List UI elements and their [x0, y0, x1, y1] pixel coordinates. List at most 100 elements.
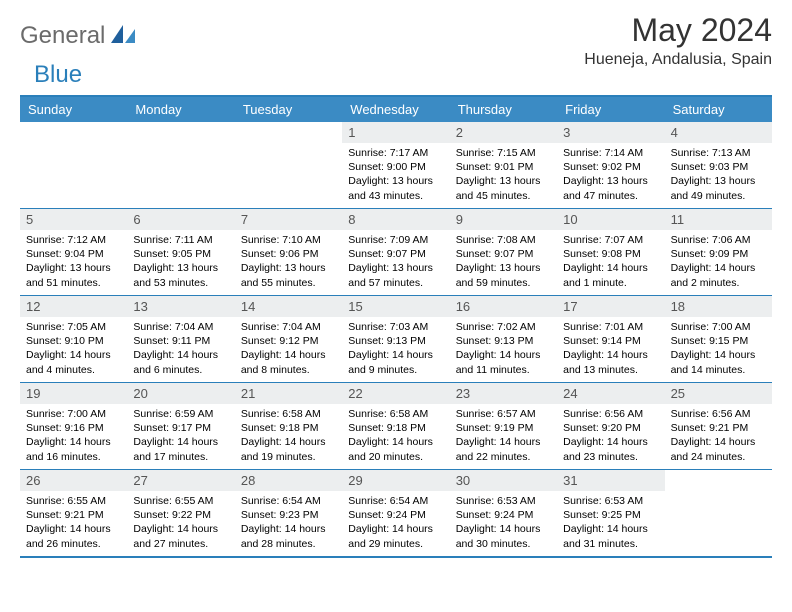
weekday-label: Monday: [127, 97, 234, 122]
calendar-cell: 19Sunrise: 7:00 AMSunset: 9:16 PMDayligh…: [20, 383, 127, 469]
calendar-cell: .: [127, 122, 234, 208]
date-number: 5: [20, 209, 127, 230]
logo-text-blue: Blue: [34, 61, 82, 89]
date-number: 17: [557, 296, 664, 317]
logo-text-general: General: [20, 22, 105, 50]
calendar-cell: 30Sunrise: 6:53 AMSunset: 9:24 PMDayligh…: [450, 470, 557, 556]
calendar-cell: 29Sunrise: 6:54 AMSunset: 9:24 PMDayligh…: [342, 470, 449, 556]
cell-body: Sunrise: 7:12 AMSunset: 9:04 PMDaylight:…: [20, 230, 127, 295]
weekday-header: SundayMondayTuesdayWednesdayThursdayFrid…: [20, 97, 772, 122]
calendar-cell: 20Sunrise: 6:59 AMSunset: 9:17 PMDayligh…: [127, 383, 234, 469]
cell-body: Sunrise: 7:07 AMSunset: 9:08 PMDaylight:…: [557, 230, 664, 295]
logo: General: [20, 12, 139, 50]
cell-body: Sunrise: 7:14 AMSunset: 9:02 PMDaylight:…: [557, 143, 664, 208]
calendar-cell: .: [235, 122, 342, 208]
date-number: 6: [127, 209, 234, 230]
date-number: 7: [235, 209, 342, 230]
calendar-week: 12Sunrise: 7:05 AMSunset: 9:10 PMDayligh…: [20, 295, 772, 382]
date-number: 20: [127, 383, 234, 404]
calendar-cell: 4Sunrise: 7:13 AMSunset: 9:03 PMDaylight…: [665, 122, 772, 208]
calendar-cell: .: [665, 470, 772, 556]
calendar-cell: 27Sunrise: 6:55 AMSunset: 9:22 PMDayligh…: [127, 470, 234, 556]
cell-body: Sunrise: 7:01 AMSunset: 9:14 PMDaylight:…: [557, 317, 664, 382]
date-number: 30: [450, 470, 557, 491]
weekday-label: Sunday: [20, 97, 127, 122]
calendar-cell: 28Sunrise: 6:54 AMSunset: 9:23 PMDayligh…: [235, 470, 342, 556]
location-text: Hueneja, Andalusia, Spain: [584, 51, 772, 69]
cell-body: Sunrise: 6:54 AMSunset: 9:23 PMDaylight:…: [235, 491, 342, 556]
calendar-cell: 31Sunrise: 6:53 AMSunset: 9:25 PMDayligh…: [557, 470, 664, 556]
cell-body: Sunrise: 7:08 AMSunset: 9:07 PMDaylight:…: [450, 230, 557, 295]
calendar-cell: 17Sunrise: 7:01 AMSunset: 9:14 PMDayligh…: [557, 296, 664, 382]
calendar-cell: 13Sunrise: 7:04 AMSunset: 9:11 PMDayligh…: [127, 296, 234, 382]
cell-body: Sunrise: 7:04 AMSunset: 9:11 PMDaylight:…: [127, 317, 234, 382]
calendar-cell: 7Sunrise: 7:10 AMSunset: 9:06 PMDaylight…: [235, 209, 342, 295]
cell-body: Sunrise: 7:00 AMSunset: 9:16 PMDaylight:…: [20, 404, 127, 469]
calendar-cell: 24Sunrise: 6:56 AMSunset: 9:20 PMDayligh…: [557, 383, 664, 469]
calendar-cell: 9Sunrise: 7:08 AMSunset: 9:07 PMDaylight…: [450, 209, 557, 295]
calendar-cell: 22Sunrise: 6:58 AMSunset: 9:18 PMDayligh…: [342, 383, 449, 469]
date-number: 11: [665, 209, 772, 230]
weekday-label: Friday: [557, 97, 664, 122]
cell-body: Sunrise: 6:55 AMSunset: 9:22 PMDaylight:…: [127, 491, 234, 556]
cell-body: Sunrise: 6:57 AMSunset: 9:19 PMDaylight:…: [450, 404, 557, 469]
date-number: 4: [665, 122, 772, 143]
cell-body: Sunrise: 7:13 AMSunset: 9:03 PMDaylight:…: [665, 143, 772, 208]
date-number: 26: [20, 470, 127, 491]
calendar-week: ...1Sunrise: 7:17 AMSunset: 9:00 PMDayli…: [20, 122, 772, 208]
weekday-label: Wednesday: [342, 97, 449, 122]
date-number: 3: [557, 122, 664, 143]
date-number: 31: [557, 470, 664, 491]
date-number: 21: [235, 383, 342, 404]
calendar-week: 26Sunrise: 6:55 AMSunset: 9:21 PMDayligh…: [20, 469, 772, 556]
cell-body: Sunrise: 7:00 AMSunset: 9:15 PMDaylight:…: [665, 317, 772, 382]
cell-body: Sunrise: 6:56 AMSunset: 9:20 PMDaylight:…: [557, 404, 664, 469]
calendar-cell: 5Sunrise: 7:12 AMSunset: 9:04 PMDaylight…: [20, 209, 127, 295]
cell-body: Sunrise: 6:55 AMSunset: 9:21 PMDaylight:…: [20, 491, 127, 556]
calendar-cell: 15Sunrise: 7:03 AMSunset: 9:13 PMDayligh…: [342, 296, 449, 382]
cell-body: Sunrise: 7:05 AMSunset: 9:10 PMDaylight:…: [20, 317, 127, 382]
date-number: 14: [235, 296, 342, 317]
calendar-week: 5Sunrise: 7:12 AMSunset: 9:04 PMDaylight…: [20, 208, 772, 295]
calendar-cell: .: [20, 122, 127, 208]
cell-body: Sunrise: 7:04 AMSunset: 9:12 PMDaylight:…: [235, 317, 342, 382]
date-number: 25: [665, 383, 772, 404]
date-number: 15: [342, 296, 449, 317]
calendar-cell: 18Sunrise: 7:00 AMSunset: 9:15 PMDayligh…: [665, 296, 772, 382]
cell-body: Sunrise: 7:02 AMSunset: 9:13 PMDaylight:…: [450, 317, 557, 382]
cell-body: Sunrise: 6:59 AMSunset: 9:17 PMDaylight:…: [127, 404, 234, 469]
date-number: 13: [127, 296, 234, 317]
cell-body: Sunrise: 7:06 AMSunset: 9:09 PMDaylight:…: [665, 230, 772, 295]
calendar-cell: 14Sunrise: 7:04 AMSunset: 9:12 PMDayligh…: [235, 296, 342, 382]
cell-body: Sunrise: 6:56 AMSunset: 9:21 PMDaylight:…: [665, 404, 772, 469]
cell-body: Sunrise: 7:17 AMSunset: 9:00 PMDaylight:…: [342, 143, 449, 208]
date-number: 28: [235, 470, 342, 491]
calendar-cell: 10Sunrise: 7:07 AMSunset: 9:08 PMDayligh…: [557, 209, 664, 295]
calendar-cell: 25Sunrise: 6:56 AMSunset: 9:21 PMDayligh…: [665, 383, 772, 469]
calendar-cell: 6Sunrise: 7:11 AMSunset: 9:05 PMDaylight…: [127, 209, 234, 295]
date-number: 8: [342, 209, 449, 230]
date-number: 19: [20, 383, 127, 404]
calendar-cell: 23Sunrise: 6:57 AMSunset: 9:19 PMDayligh…: [450, 383, 557, 469]
calendar-week: 19Sunrise: 7:00 AMSunset: 9:16 PMDayligh…: [20, 382, 772, 469]
weekday-label: Saturday: [665, 97, 772, 122]
logo-sail-icon: [109, 23, 137, 50]
calendar-cell: 21Sunrise: 6:58 AMSunset: 9:18 PMDayligh…: [235, 383, 342, 469]
date-number: 2: [450, 122, 557, 143]
cell-body: Sunrise: 6:54 AMSunset: 9:24 PMDaylight:…: [342, 491, 449, 556]
calendar-cell: 26Sunrise: 6:55 AMSunset: 9:21 PMDayligh…: [20, 470, 127, 556]
date-number: 23: [450, 383, 557, 404]
month-title: May 2024: [584, 12, 772, 49]
date-number: 9: [450, 209, 557, 230]
cell-body: Sunrise: 6:58 AMSunset: 9:18 PMDaylight:…: [342, 404, 449, 469]
cell-body: Sunrise: 7:11 AMSunset: 9:05 PMDaylight:…: [127, 230, 234, 295]
calendar-cell: 1Sunrise: 7:17 AMSunset: 9:00 PMDaylight…: [342, 122, 449, 208]
calendar-cell: 2Sunrise: 7:15 AMSunset: 9:01 PMDaylight…: [450, 122, 557, 208]
date-number: 18: [665, 296, 772, 317]
date-number: 27: [127, 470, 234, 491]
calendar: SundayMondayTuesdayWednesdayThursdayFrid…: [20, 95, 772, 558]
cell-body: Sunrise: 7:03 AMSunset: 9:13 PMDaylight:…: [342, 317, 449, 382]
calendar-cell: 3Sunrise: 7:14 AMSunset: 9:02 PMDaylight…: [557, 122, 664, 208]
cell-body: Sunrise: 7:15 AMSunset: 9:01 PMDaylight:…: [450, 143, 557, 208]
cell-body: Sunrise: 7:09 AMSunset: 9:07 PMDaylight:…: [342, 230, 449, 295]
